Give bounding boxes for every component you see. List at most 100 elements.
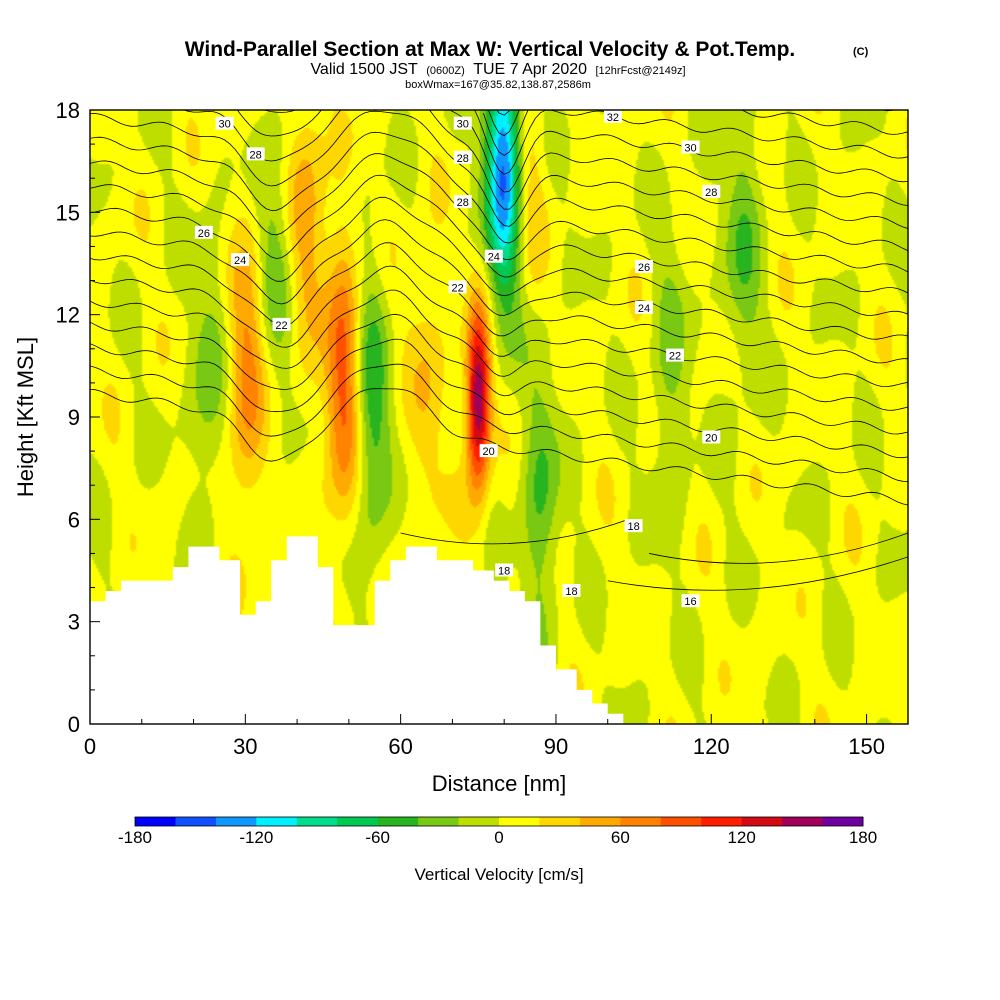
contour-label-text: 18 (498, 566, 510, 578)
contour-label: 20 (479, 444, 498, 458)
y-axis-title: Height [Kft MSL] (13, 337, 38, 497)
y-tick-label: 18 (56, 98, 80, 123)
colorbar-segment (620, 817, 662, 826)
contour-label-bg (681, 140, 700, 154)
theta-contour-line (90, 131, 908, 252)
contour-label: 18 (562, 583, 581, 598)
colorbar: -180 -120 -60 0 60 120 180 (118, 816, 877, 847)
theta-contour-line (90, 196, 908, 316)
valid-time-subtitle: Valid 1500 JST (0600Z) TUE 7 Apr 2020 [1… (310, 61, 685, 78)
colorbar-label: 180 (849, 828, 877, 847)
colorbar-segment (215, 817, 257, 826)
contour-label-text: 24 (488, 252, 500, 264)
contour-label-bg (479, 444, 498, 458)
contour-label-bg (562, 583, 581, 597)
theta-contour-line (90, 174, 908, 294)
x-axis: 0 30 60 90 120 150 (84, 714, 885, 759)
contour-label: 28 (246, 147, 265, 161)
colorbar-label: 0 (494, 828, 503, 847)
contour-label-bg (702, 184, 721, 198)
colorbar-segment (256, 817, 298, 826)
contour-label-text: 28 (705, 187, 717, 199)
theta-contour-line (496, 110, 510, 116)
contour-label-bg (231, 253, 250, 267)
theta-contour-line (400, 518, 629, 545)
colorbar-segment (418, 817, 460, 826)
contour-label-bg (453, 116, 472, 130)
colorbar-segment (822, 817, 864, 826)
contour-label: 26 (634, 259, 653, 274)
contour-label-text: 22 (451, 282, 463, 294)
terrain-mask (90, 536, 624, 724)
contour-label: 24 (634, 300, 653, 315)
colorbar-segment (539, 817, 581, 826)
colorbar-label: -120 (239, 828, 273, 847)
colorbar-label: 120 (727, 828, 755, 847)
contour-label-text: 24 (234, 255, 246, 267)
plot-area: 30 28 26 24 22 30 28 28 24 22 20 18 32 30 28 26 24 22 20 18… (90, 110, 908, 724)
colorbar-segment (135, 817, 176, 826)
x-tick-label: 150 (848, 734, 885, 759)
contour-label: 18 (624, 519, 643, 533)
contour-label-text: 28 (457, 197, 469, 209)
colorbar-segment (741, 817, 783, 826)
colorbar-segment (579, 817, 621, 826)
contour-label-bg (215, 116, 234, 130)
y-tick-label: 15 (56, 200, 80, 225)
colorbar-segment (458, 817, 500, 826)
contour-label-bg (272, 317, 291, 331)
contour-label-bg (453, 150, 472, 164)
colorbar-segment (377, 817, 419, 826)
contour-label: 30 (215, 116, 234, 131)
theta-contour-line (649, 532, 908, 564)
colorbar-segment (499, 817, 540, 826)
colorbar-label: 60 (611, 828, 630, 847)
chart-title: Wind-Parallel Section at Max W: Vertical… (185, 38, 796, 61)
contour-label: 30 (681, 140, 700, 155)
contour-label: 32 (603, 110, 622, 124)
contour-label-bg (702, 430, 721, 444)
y-tick-label: 9 (68, 405, 80, 430)
x-tick-label: 60 (388, 734, 412, 759)
theta-contour-line (90, 110, 908, 229)
contour-label-bg (624, 519, 643, 533)
contour-label-text: 20 (483, 446, 495, 458)
contour-label-bg (495, 563, 514, 577)
contour-label-text: 30 (218, 119, 230, 131)
colorbar-segment (660, 817, 702, 826)
colorbar-label: -60 (365, 828, 390, 847)
contour-label-text: 20 (705, 432, 717, 444)
contour-label: 16 (681, 594, 700, 608)
contour-label-bg (194, 225, 213, 239)
contour-label-text: 18 (627, 521, 639, 533)
theta-contour-line (90, 313, 908, 435)
box-info-subtitle: boxWmax=167@35.82,138.87,2586m (405, 79, 591, 91)
contour-label-group: 30 28 26 24 22 30 28 28 24 22 20 18 32 30 28 26 24 22 20 18… (194, 110, 721, 608)
colorbar-label: -180 (118, 828, 152, 847)
colorbar-frame (134, 816, 864, 827)
theta-contour-line (607, 556, 908, 591)
colorbar-segment (701, 817, 743, 826)
contour-label-text: 32 (607, 112, 619, 124)
colorbar-segment (175, 817, 217, 826)
x-axis-title: Distance [nm] (432, 771, 567, 796)
contour-label-text: 30 (457, 119, 469, 131)
colorbar-segment (337, 817, 379, 826)
contour-label: 24 (484, 249, 503, 264)
contour-label-text: 30 (684, 143, 696, 155)
copyright-mark: (C) (853, 46, 869, 58)
contour-label: 28 (453, 150, 472, 165)
theta-contour-line (90, 242, 908, 364)
y-axis: 0 3 6 9 12 15 18 (56, 98, 100, 737)
contour-label: 28 (453, 195, 472, 209)
y-tick-label: 0 (68, 712, 80, 737)
x-tick-label: 0 (84, 734, 96, 759)
colorbar-segment (296, 817, 338, 826)
contour-label-text: 22 (669, 351, 681, 363)
contour-label-bg (666, 348, 685, 362)
theta-contour-line (90, 363, 908, 482)
contour-label-text: 28 (457, 153, 469, 165)
contour-label: 26 (194, 225, 213, 240)
contour-label: 20 (702, 430, 721, 444)
